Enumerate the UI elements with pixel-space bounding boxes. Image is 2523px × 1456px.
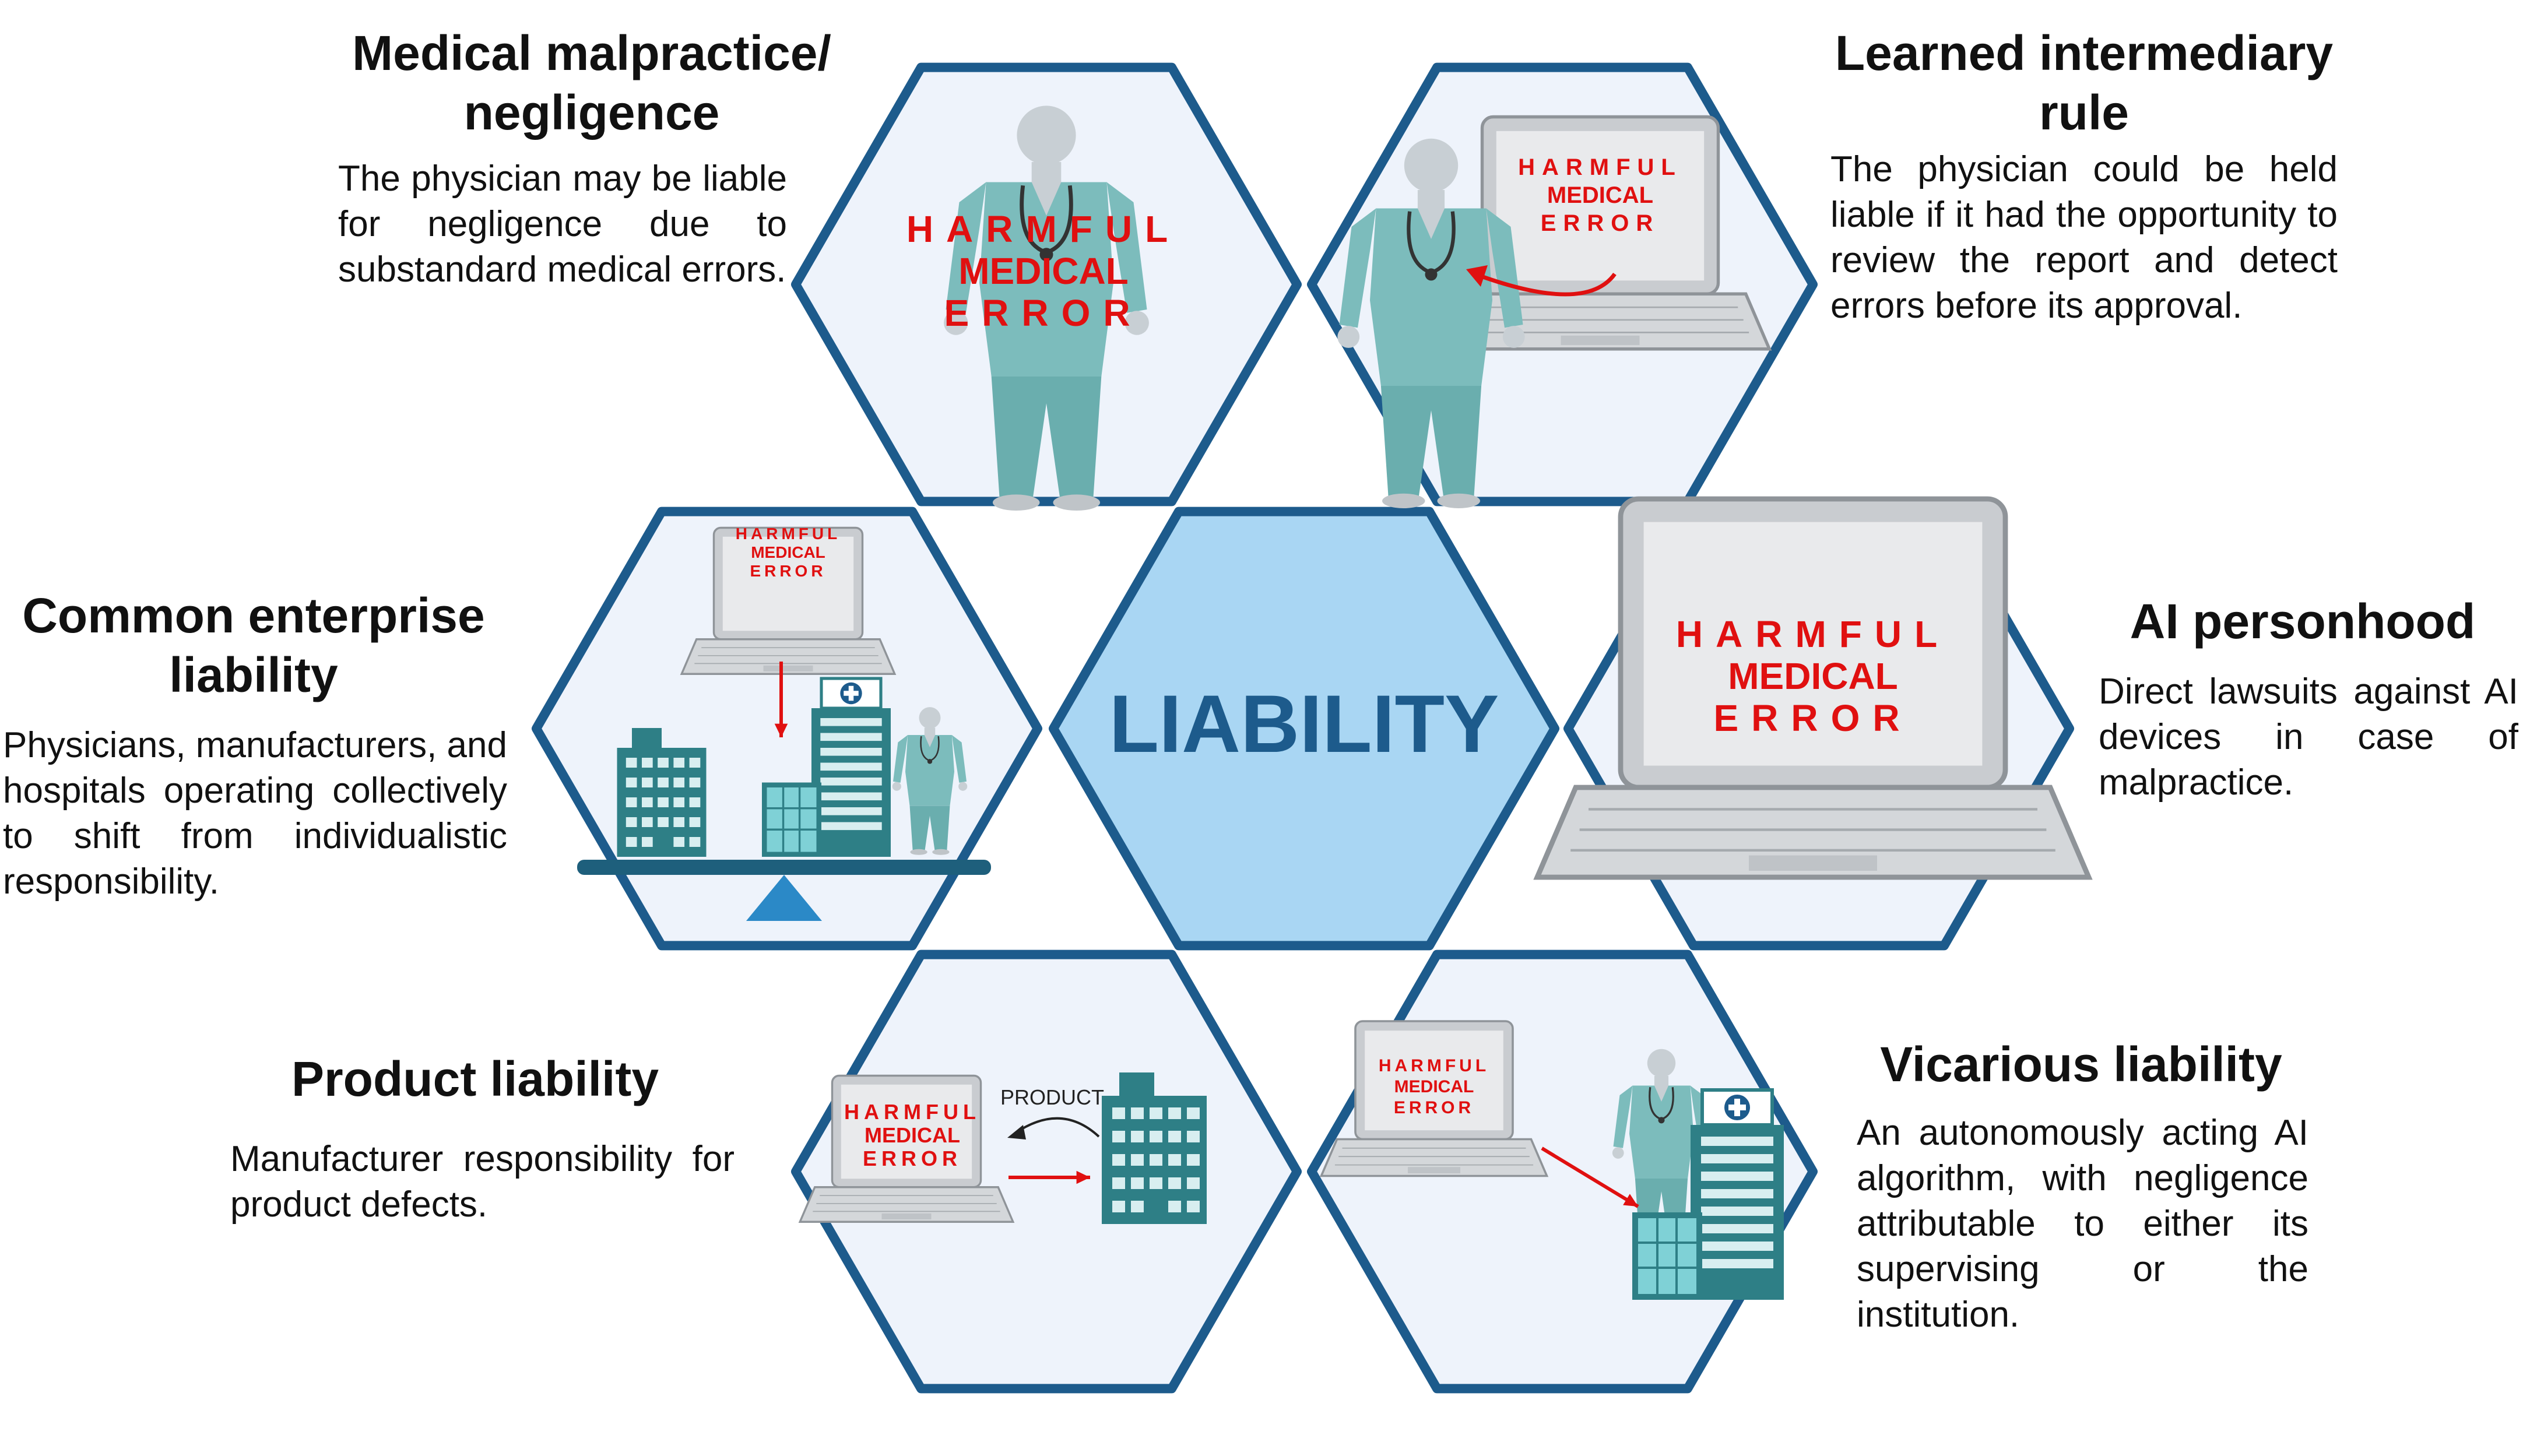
malpractice-description: The physician may be liable for negligen…	[338, 159, 787, 290]
personhood-error-line-3: ERROR	[1713, 697, 1912, 739]
malpractice-title-line2: negligence	[463, 85, 720, 140]
malpractice-title: Medical malpractice/ negligence	[315, 23, 869, 142]
down-arrow-enterprise-head	[774, 723, 788, 737]
product-arrow-back-head	[1007, 1125, 1026, 1140]
enterprise-title-line1: Common enterprise	[22, 588, 485, 643]
product-arrow-back	[1013, 1117, 1100, 1138]
hex-product	[791, 949, 1302, 1394]
personhood-title: AI personhood	[2130, 594, 2476, 649]
vicarious-error-line-3: ERROR	[1394, 1098, 1474, 1117]
seesaw-fulcrum	[746, 875, 822, 921]
vicarious-title: Vicarious liability	[1880, 1037, 2282, 1092]
product-error-line-3: ERROR	[863, 1146, 962, 1170]
product-title: Product liability	[291, 1051, 659, 1106]
malpractice-title-line1: Medical malpractice/	[352, 26, 831, 80]
vicarious-description: An autonomously acting AI algorithm, wit…	[1857, 1113, 2308, 1335]
malpractice-error-line-3: ERROR	[944, 292, 1143, 334]
center-label: LIABILITY	[1109, 678, 1499, 769]
enterprise-error-line-1: HARMFUL	[736, 525, 841, 543]
learned-error-line-2: MEDICAL	[1547, 182, 1653, 208]
learned-title-line2: rule	[2039, 85, 2130, 140]
vicarious-error-line-1: HARMFUL	[1379, 1056, 1489, 1075]
vicarious-arrow-head	[1623, 1194, 1638, 1207]
curved-arrow-learned	[1474, 272, 1617, 297]
learned-description: The physician could be held liable if it…	[1830, 149, 2338, 326]
vicarious-arrow	[1541, 1146, 1639, 1208]
hex-center	[1049, 507, 1559, 951]
product-label: PRODUCT	[1000, 1085, 1104, 1109]
learned-title: Learned intermediary rule	[1793, 23, 2376, 142]
malpractice-error-line-2: MEDICAL	[958, 250, 1129, 292]
learned-error-line-3: ERROR	[1541, 210, 1660, 236]
product-description: Manufacturer responsibility for product …	[230, 1139, 735, 1225]
vicarious-error-line-2: MEDICAL	[1394, 1077, 1474, 1096]
product-arrow-forward-head	[1076, 1170, 1090, 1184]
seesaw-beam	[577, 860, 991, 875]
learned-error-line-1: HARMFUL	[1518, 154, 1682, 180]
enterprise-title: Common enterprise liability	[0, 586, 507, 705]
enterprise-title-line2: liability	[169, 648, 338, 702]
product-error-line-1: HARMFUL	[844, 1100, 981, 1124]
enterprise-error-line-2: MEDICAL	[751, 543, 825, 561]
product-error-line-2: MEDICAL	[865, 1123, 960, 1147]
learned-title-line1: Learned intermediary	[1835, 26, 2334, 80]
personhood-error-line-2: MEDICAL	[1728, 655, 1898, 697]
enterprise-error-line-3: ERROR	[750, 562, 826, 580]
malpractice-error-line-1: HARMFUL	[906, 208, 1180, 250]
enterprise-description: Physicians, manufacturers, and hospitals…	[3, 725, 507, 902]
personhood-error-line-1: HARMFUL	[1676, 613, 1950, 655]
curved-arrow-learned-head	[1466, 265, 1488, 287]
personhood-description: Direct lawsuits against AI devices in ca…	[2099, 671, 2518, 803]
